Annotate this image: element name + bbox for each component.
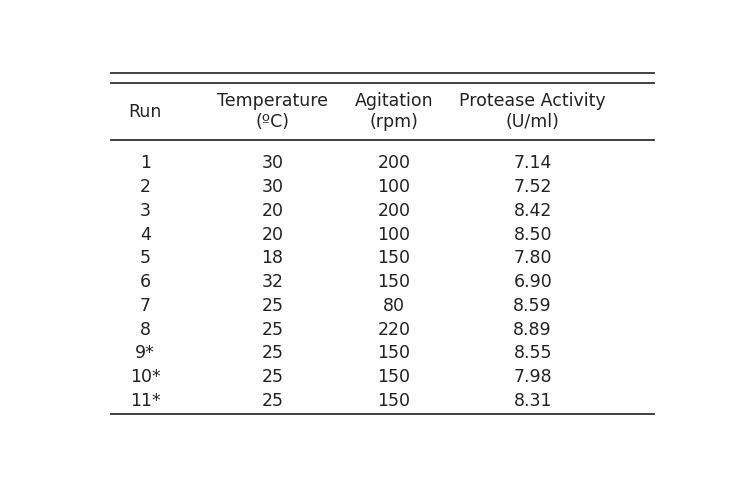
Text: 20: 20 (262, 226, 283, 244)
Text: 25: 25 (262, 392, 283, 410)
Text: 30: 30 (262, 154, 283, 172)
Text: 1: 1 (140, 154, 151, 172)
Text: 25: 25 (262, 321, 283, 339)
Text: 8.59: 8.59 (513, 297, 552, 315)
Text: 25: 25 (262, 368, 283, 386)
Text: 8.55: 8.55 (513, 345, 552, 363)
Text: 8.42: 8.42 (513, 202, 552, 220)
Text: 150: 150 (377, 368, 410, 386)
Text: 7.98: 7.98 (513, 368, 552, 386)
Text: 7.52: 7.52 (513, 178, 552, 196)
Text: 8.31: 8.31 (513, 392, 552, 410)
Text: 3: 3 (140, 202, 151, 220)
Text: 8.89: 8.89 (513, 321, 552, 339)
Text: 150: 150 (377, 249, 410, 267)
Text: 150: 150 (377, 392, 410, 410)
Text: Run: Run (128, 103, 162, 121)
Text: 2: 2 (140, 178, 151, 196)
Text: 6.90: 6.90 (513, 273, 552, 291)
Text: 20: 20 (262, 202, 283, 220)
Text: 10*: 10* (130, 368, 160, 386)
Text: 7: 7 (140, 297, 151, 315)
Text: 5: 5 (140, 249, 151, 267)
Text: 200: 200 (377, 202, 410, 220)
Text: 11*: 11* (130, 392, 160, 410)
Text: 200: 200 (377, 154, 410, 172)
Text: Temperature
(ºC): Temperature (ºC) (217, 92, 328, 131)
Text: 8.50: 8.50 (513, 226, 552, 244)
Text: 80: 80 (383, 297, 405, 315)
Text: 25: 25 (262, 345, 283, 363)
Text: 6: 6 (140, 273, 151, 291)
Text: 7.80: 7.80 (513, 249, 552, 267)
Text: 7.14: 7.14 (513, 154, 552, 172)
Text: 32: 32 (262, 273, 283, 291)
Text: Protease Activity
(U/ml): Protease Activity (U/ml) (460, 92, 606, 131)
Text: Agitation
(rpm): Agitation (rpm) (354, 92, 433, 131)
Text: 150: 150 (377, 345, 410, 363)
Text: 30: 30 (262, 178, 283, 196)
Text: 8: 8 (140, 321, 151, 339)
Text: 9*: 9* (135, 345, 155, 363)
Text: 100: 100 (377, 178, 410, 196)
Text: 220: 220 (377, 321, 410, 339)
Text: 25: 25 (262, 297, 283, 315)
Text: 100: 100 (377, 226, 410, 244)
Text: 4: 4 (140, 226, 151, 244)
Text: 18: 18 (262, 249, 283, 267)
Text: 150: 150 (377, 273, 410, 291)
